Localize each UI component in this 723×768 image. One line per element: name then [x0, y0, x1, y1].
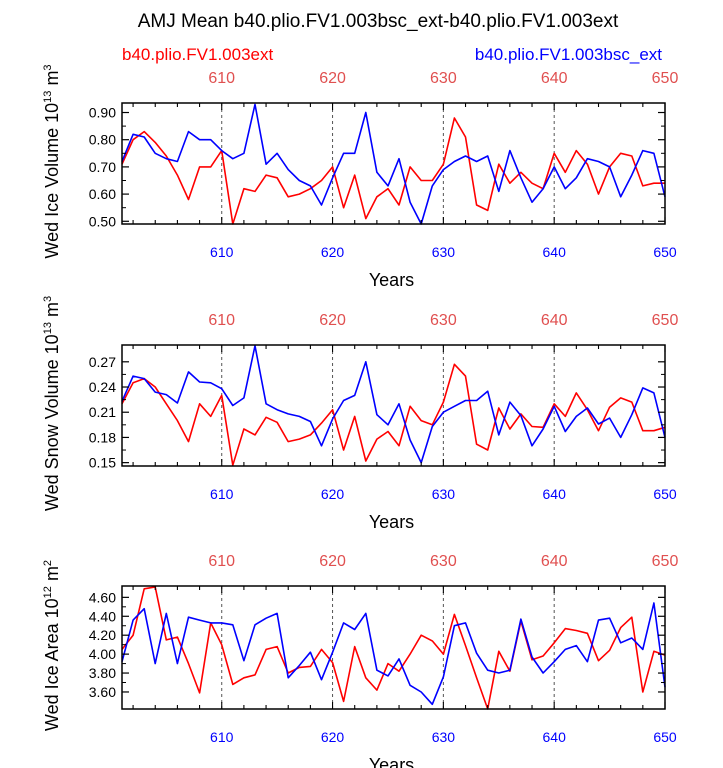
y-axis-label-text: Wed Ice Volume 10 — [42, 103, 62, 259]
x-tick-label-bottom: 640 — [543, 729, 567, 745]
plot-frame — [121, 585, 666, 710]
x-tick-label-top: 650 — [652, 70, 679, 87]
x-axis-label: Years — [369, 755, 414, 768]
y-tick-label: 0.24 — [89, 379, 116, 395]
y-axis-label-superscript: 12 — [42, 586, 54, 598]
chart-title: AMJ Mean b40.plio.FV1.003bsc_ext-b40.pli… — [138, 11, 619, 32]
y-tick-label: 0.50 — [89, 213, 116, 229]
y-axis-label-superscript: 3 — [42, 64, 54, 70]
plot-frame — [121, 344, 666, 467]
x-tick-label-bottom: 650 — [653, 729, 677, 745]
x-tick-label-top: 640 — [541, 553, 568, 570]
series-line-bsc-ext — [121, 344, 666, 464]
y-tick-label: 0.27 — [89, 354, 116, 370]
x-tick-label-top: 610 — [208, 553, 235, 570]
x-tick-label-top: 610 — [208, 312, 235, 329]
y-axis-label-text: m — [42, 71, 62, 91]
x-tick-label-bottom: 630 — [432, 244, 456, 260]
x-tick-label-top: 650 — [652, 553, 679, 570]
y-tick-label: 3.60 — [89, 684, 116, 700]
y-axis-label-text: m — [42, 566, 62, 586]
y-axis-label-superscript: 13 — [42, 91, 54, 103]
series-line-ext — [121, 363, 666, 467]
y-axis-label-text: Wed Snow Volume 10 — [42, 334, 62, 511]
x-tick-label-bottom: 630 — [432, 486, 456, 502]
series-line-ext — [121, 586, 666, 710]
x-tick-label-top: 640 — [541, 70, 568, 87]
y-axis-label: Wed Ice Area 1012 m2 — [42, 560, 62, 731]
panel-2: 0.27 0.24 0.21 0.18 0.15 610 610 620 620 630 630 64… — [42, 296, 678, 532]
x-tick-label-bottom: 640 — [543, 244, 567, 260]
x-tick-label-bottom: 620 — [321, 729, 345, 745]
legend-right-label: b40.plio.FV1.003bsc_ext — [475, 45, 662, 64]
x-tick-label-top: 630 — [430, 70, 457, 87]
x-tick-label-top: 620 — [319, 553, 346, 570]
y-tick-label: 0.70 — [89, 159, 116, 175]
y-tick-label: 4.00 — [89, 646, 116, 662]
y-tick-label: 0.21 — [89, 404, 116, 420]
series-line-bsc-ext — [121, 602, 666, 706]
y-tick-label: 0.90 — [89, 105, 116, 121]
x-tick-label-bottom: 620 — [321, 244, 345, 260]
y-tick-label: 0.15 — [89, 455, 116, 471]
x-tick-label-top: 620 — [319, 70, 346, 87]
y-axis-label-superscript: 3 — [42, 296, 54, 302]
x-tick-label-top: 630 — [430, 553, 457, 570]
y-axis-label: Wed Snow Volume 1013 m3 — [42, 296, 62, 511]
panel-1: 0.90 0.80 0.70 0.60 0.50 610 610 620 620 630 630 64… — [42, 64, 678, 290]
y-tick-label: 0.80 — [89, 132, 116, 148]
x-tick-label-bottom: 630 — [432, 729, 456, 745]
y-tick-label: 0.18 — [89, 429, 116, 445]
series-line-ext — [121, 117, 665, 225]
series-line-bsc-ext — [121, 103, 666, 225]
x-tick-label-bottom: 650 — [653, 486, 677, 502]
y-tick-label: 4.40 — [89, 608, 116, 624]
y-tick-label: 4.20 — [89, 627, 116, 643]
x-tick-label-bottom: 650 — [653, 244, 677, 260]
x-tick-label-bottom: 620 — [321, 486, 345, 502]
x-tick-label-bottom: 640 — [543, 486, 567, 502]
y-axis-label-text: Wed Ice Area 10 — [42, 598, 62, 731]
x-tick-label-top: 640 — [541, 312, 568, 329]
y-axis-label-superscript: 2 — [42, 560, 54, 566]
x-tick-label-top: 630 — [430, 312, 457, 329]
x-tick-label-bottom: 610 — [210, 244, 234, 260]
panel-3: 4.60 4.40 4.20 4.00 3.80 3.60 610 610 620 620 630 6… — [42, 553, 678, 768]
y-tick-label: 4.60 — [89, 589, 116, 605]
x-tick-label-top: 620 — [319, 312, 346, 329]
y-axis-label: Wed Ice Volume 1013 m3 — [42, 64, 62, 258]
x-tick-label-bottom: 610 — [210, 486, 234, 502]
y-axis-label-superscript: 13 — [42, 322, 54, 334]
plot-frame — [121, 102, 666, 225]
y-tick-label: 0.60 — [89, 186, 116, 202]
x-axis-label: Years — [369, 512, 414, 532]
x-tick-label-top: 650 — [652, 312, 679, 329]
y-axis-label-text: m — [42, 302, 62, 322]
x-tick-label-top: 610 — [208, 70, 235, 87]
x-axis-label: Years — [369, 270, 414, 290]
legend-left-label: b40.plio.FV1.003ext — [122, 45, 273, 64]
y-tick-label: 3.80 — [89, 665, 116, 681]
x-tick-label-bottom: 610 — [210, 729, 234, 745]
